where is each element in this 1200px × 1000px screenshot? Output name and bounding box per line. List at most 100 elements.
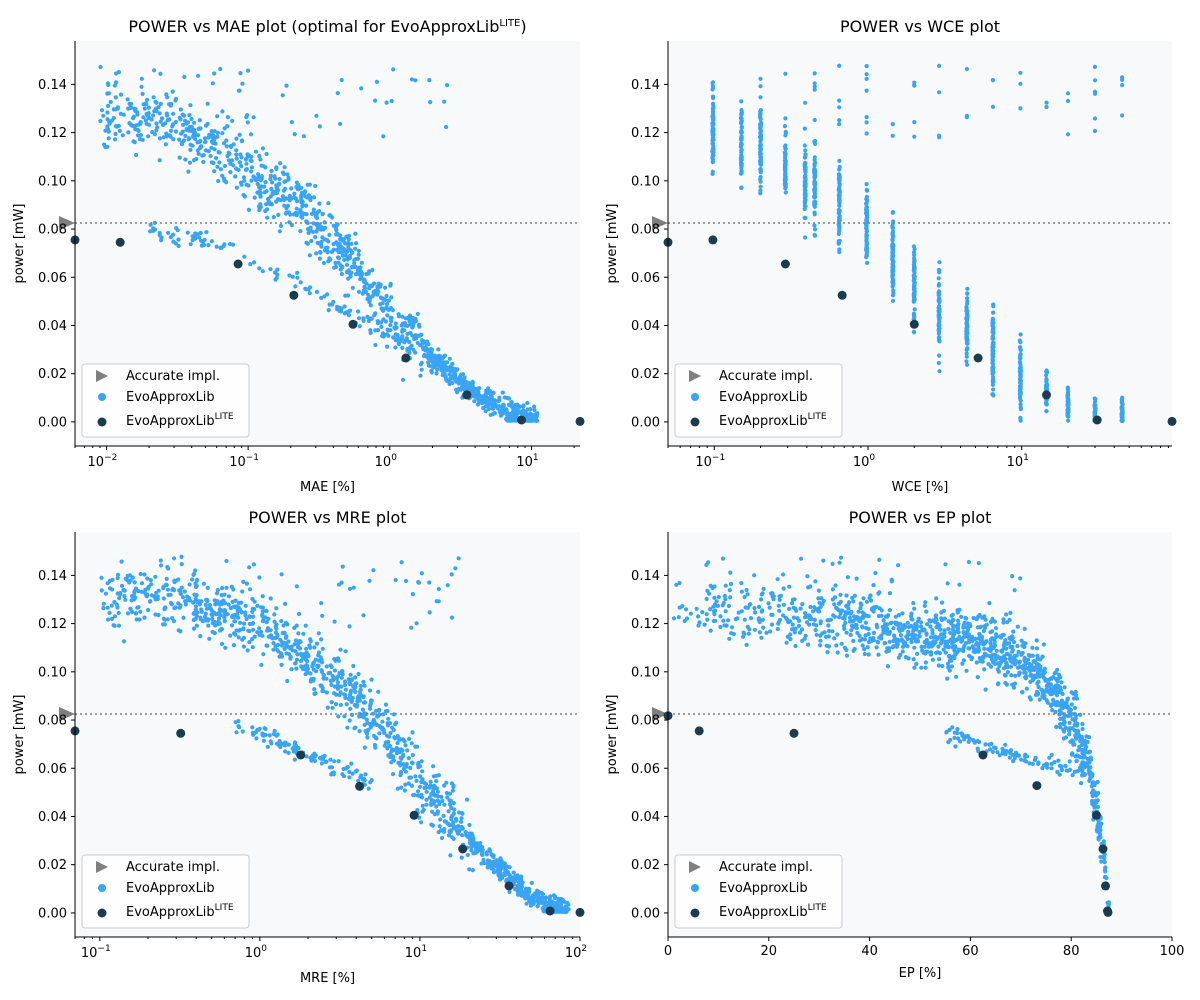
evoapproxlib-point [535, 888, 540, 893]
evoapproxlib-point [1044, 379, 1049, 384]
evoapproxlib-point [108, 99, 113, 105]
evoapproxlib-point [132, 597, 137, 602]
evoapproxlib-point [400, 748, 405, 753]
evoapproxlib-point [552, 894, 558, 899]
evoapproxlib-point [340, 564, 345, 569]
evoapproxlib-point [781, 613, 786, 618]
evoapproxlib-point [515, 873, 520, 878]
evoapproxlib-point [339, 675, 344, 680]
evoapproxlib-point [234, 628, 239, 633]
evoapproxlib-point [917, 629, 922, 635]
evoapproxlib-point [348, 706, 353, 711]
evoapproxlib-point [398, 773, 403, 778]
evoapproxlib-point [451, 783, 456, 788]
evoapproxlib-point [394, 325, 399, 330]
evoapproxlib-point [255, 181, 260, 187]
evoapproxlib-point [317, 124, 322, 129]
evoapproxlib-point [301, 631, 306, 636]
evoapproxlib-point [244, 581, 249, 586]
evoapproxlib-point [148, 599, 153, 604]
evoapproxlib-point [205, 585, 210, 591]
evoapproxlib-point [245, 68, 251, 73]
evoapproxlib-point [741, 630, 746, 635]
evoapproxlib-point [218, 66, 223, 72]
evoapproxlib-point [812, 191, 818, 196]
evoapproxlib-point [493, 403, 498, 409]
evoapproxlib-point [803, 152, 808, 157]
evoapproxlib-point [852, 593, 858, 598]
evoapproxlib-point [990, 344, 996, 349]
evoapproxlib-point [341, 766, 346, 772]
y-tick-label: 0.12 [38, 126, 67, 141]
evoapproxlib-point [173, 129, 179, 134]
evoapproxlib-point [487, 847, 492, 852]
x-tick-label: 100 [853, 453, 876, 470]
lite-point [504, 881, 514, 891]
evoapproxlib-point [257, 189, 262, 194]
evoapproxlib-point [298, 280, 303, 285]
evoapproxlib-point [269, 186, 274, 191]
lite-point [575, 416, 585, 426]
evoapproxlib-point [116, 623, 122, 628]
evoapproxlib-point [282, 165, 287, 170]
evoapproxlib-point [400, 334, 405, 339]
evoapproxlib-point [455, 831, 460, 836]
evoapproxlib-point [447, 798, 452, 803]
evoapproxlib-point [803, 181, 808, 187]
evoapproxlib-point [990, 361, 995, 366]
evoapproxlib-point [364, 731, 370, 736]
evoapproxlib-point [890, 275, 895, 280]
evoapproxlib-point [350, 285, 355, 290]
evoapproxlib-point [281, 623, 286, 628]
evoapproxlib-point [335, 307, 340, 312]
evoapproxlib-point [447, 802, 453, 807]
evoapproxlib-point [229, 623, 235, 628]
evoapproxlib-point [409, 77, 415, 82]
evoapproxlib-point [399, 785, 404, 790]
evoapproxlib-point [158, 101, 163, 106]
evoapproxlib-point [191, 158, 197, 163]
evoapproxlib-point [506, 402, 512, 407]
evoapproxlib-point [475, 390, 480, 395]
evoapproxlib-point [183, 133, 188, 138]
evoapproxlib-point [132, 589, 137, 594]
evoapproxlib-point [315, 664, 320, 670]
evoapproxlib-point [398, 769, 404, 775]
lite-point [289, 290, 299, 300]
evoapproxlib-point [233, 174, 238, 179]
y-tick-label: 0.02 [38, 858, 67, 873]
evoapproxlib-point [391, 67, 396, 72]
evoapproxlib-point [203, 611, 208, 616]
evoapproxlib-point [864, 120, 869, 125]
y-tick-label: 0.02 [38, 367, 67, 382]
y-tick-label: 0.12 [631, 126, 660, 141]
evoapproxlib-point [289, 120, 294, 125]
evoapproxlib-point [119, 583, 125, 589]
evoapproxlib-point [1011, 685, 1017, 690]
evoapproxlib-point [226, 602, 231, 607]
evoapproxlib-point [220, 131, 225, 136]
evoapproxlib-point [519, 411, 524, 416]
evoapproxlib-point [166, 592, 171, 598]
evoapproxlib-point [350, 250, 355, 255]
evoapproxlib-point [188, 147, 193, 152]
evoapproxlib-point [864, 131, 869, 136]
evoapproxlib-point [325, 292, 330, 297]
evoapproxlib-point [727, 588, 732, 593]
evoapproxlib-point [427, 363, 433, 368]
evoapproxlib-point [721, 618, 726, 623]
evoapproxlib-point [293, 649, 298, 654]
evoapproxlib-point [930, 657, 936, 662]
evoapproxlib-point [125, 97, 130, 102]
evoapproxlib-point [216, 616, 221, 621]
evoapproxlib-point [214, 134, 219, 139]
evoapproxlib-point [812, 161, 817, 166]
evoapproxlib-point [320, 646, 325, 651]
evoapproxlib-point [555, 904, 560, 909]
evoapproxlib-point [257, 626, 262, 631]
evoapproxlib-point [516, 880, 522, 885]
evoapproxlib-point [991, 336, 996, 341]
evoapproxlib-point [340, 772, 345, 777]
evoapproxlib-point [209, 129, 214, 134]
